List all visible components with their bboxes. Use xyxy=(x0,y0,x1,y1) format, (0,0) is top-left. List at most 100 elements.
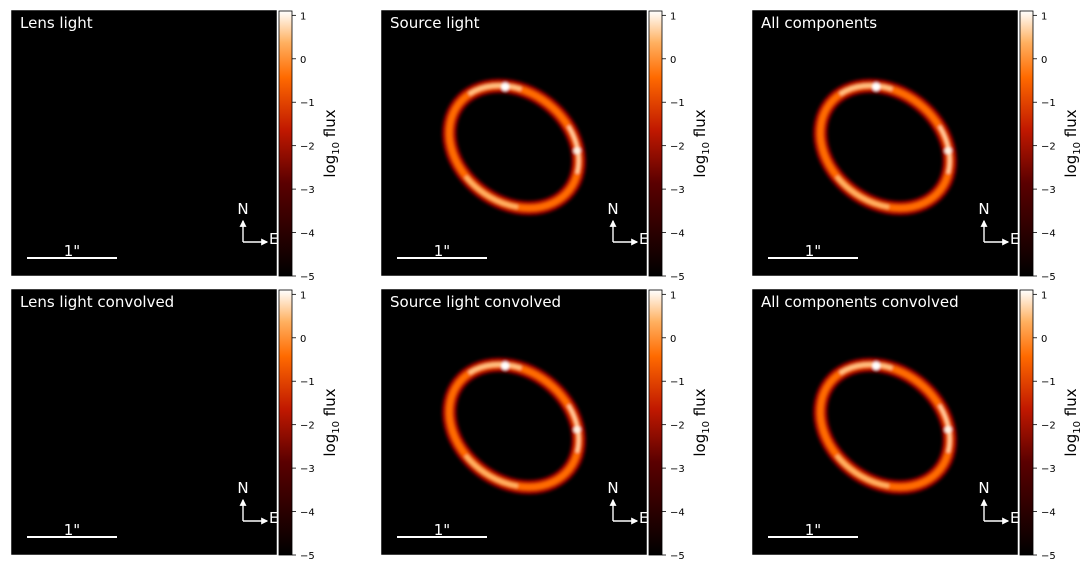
colorbar-label: log10 flux xyxy=(691,388,712,456)
panel: Source light 1" N E 1 0 −1 −2 −3 −4 −5 log10 flux xyxy=(380,9,712,283)
colorbar-tick-label: 0 xyxy=(300,334,306,345)
colorbar-tick-label: −2 xyxy=(670,421,685,432)
ring-arc-upper-left xyxy=(838,362,893,375)
north-label: N xyxy=(237,200,248,218)
colorbar xyxy=(1019,289,1034,556)
scale-bar-label: 1" xyxy=(64,521,80,539)
einstein-ring xyxy=(812,77,958,217)
colorbar-tick-label: −2 xyxy=(300,142,315,153)
panel: Lens light 1" N E 1 0 −1 −2 −3 −4 −5 log10 flux xyxy=(10,9,342,283)
panel-title: Source light xyxy=(390,14,480,32)
colorbar-tick-label: 1 xyxy=(670,290,676,301)
colorbar-tick-label: 0 xyxy=(670,55,676,66)
colorbar-tick-label: −2 xyxy=(1041,142,1056,153)
east-label: E xyxy=(639,509,648,527)
ring-arc-lower xyxy=(464,454,519,489)
colorbar-tick-label: −1 xyxy=(670,98,685,109)
image-area xyxy=(751,9,1019,277)
colorbar-tick-label: −4 xyxy=(1041,229,1056,240)
colorbar-tick-label: −5 xyxy=(670,551,685,562)
einstein-ring xyxy=(441,356,587,496)
ring-arc-lower xyxy=(835,175,890,210)
image-area xyxy=(10,9,278,277)
ring-knot-1 xyxy=(501,361,510,370)
scale-bar-label: 1" xyxy=(805,521,821,539)
colorbar-label: log10 flux xyxy=(1062,109,1083,177)
scale-bar-label: 1" xyxy=(434,521,450,539)
colorbar-tick-label: −2 xyxy=(300,421,315,432)
colorbar-tick-label: −3 xyxy=(670,185,685,196)
colorbar-tick-label: −1 xyxy=(1041,98,1056,109)
ring-knot-2 xyxy=(944,426,952,434)
colorbar-tick-label: −3 xyxy=(1041,185,1056,196)
colorbar-tick-label: −1 xyxy=(670,377,685,388)
panel-title: Source light convolved xyxy=(390,293,561,311)
colorbar-tick-label: −2 xyxy=(670,142,685,153)
ring-knot-1 xyxy=(872,361,881,370)
colorbar-tick-label: −4 xyxy=(1041,508,1056,519)
ring-arc-upper-left xyxy=(838,83,893,96)
colorbar-tick-label: −5 xyxy=(1041,272,1056,283)
colorbar-label: log10 flux xyxy=(321,109,342,177)
panel: Lens light convolved 1" N E 1 0 −1 −2 −3 −4 −5 log1… xyxy=(10,288,342,562)
colorbar-tick-label: −3 xyxy=(300,185,315,196)
colorbar-tick-label: −1 xyxy=(300,377,315,388)
scale-bar-label: 1" xyxy=(64,242,80,260)
image-area xyxy=(380,288,648,556)
colorbar-tick-label: 1 xyxy=(300,11,306,22)
ring-arc-upper-left xyxy=(467,83,522,96)
colorbar xyxy=(1019,10,1034,277)
scale-bar-label: 1" xyxy=(805,242,821,260)
panel-title: All components xyxy=(761,14,877,32)
east-label: E xyxy=(269,230,278,248)
image-area xyxy=(380,9,648,277)
colorbar-tick-label: 0 xyxy=(1041,334,1047,345)
colorbar-tick-label: −5 xyxy=(300,272,315,283)
panel: All components convolved 1" N E 1 0 −1 −2 −3 −4 −5… xyxy=(751,288,1083,562)
colorbar-tick-label: −1 xyxy=(300,98,315,109)
colorbar-tick-label: −5 xyxy=(1041,551,1056,562)
colorbar-tick-label: −4 xyxy=(300,508,315,519)
image-area xyxy=(10,288,278,556)
colorbar-label: log10 flux xyxy=(691,109,712,177)
colorbar xyxy=(278,10,293,277)
image-area xyxy=(751,288,1019,556)
colorbar-tick-label: −3 xyxy=(670,464,685,475)
colorbar-tick-label: −5 xyxy=(670,272,685,283)
north-label: N xyxy=(978,479,989,497)
north-label: N xyxy=(607,200,618,218)
panel-title: Lens light xyxy=(20,14,93,32)
einstein-ring xyxy=(441,77,587,217)
north-label: N xyxy=(978,200,989,218)
east-label: E xyxy=(1010,509,1019,527)
ring-knot-2 xyxy=(573,426,581,434)
colorbar-label: log10 flux xyxy=(321,388,342,456)
scale-bar-label: 1" xyxy=(434,242,450,260)
colorbar-tick-label: 1 xyxy=(1041,290,1047,301)
colorbar-tick-label: 0 xyxy=(1041,55,1047,66)
east-label: E xyxy=(269,509,278,527)
panel: All components 1" N E 1 0 −1 −2 −3 −4 −5 log10 flux xyxy=(751,9,1083,283)
colorbar xyxy=(278,289,293,556)
colorbar-tick-label: −2 xyxy=(1041,421,1056,432)
colorbar-tick-label: −4 xyxy=(300,229,315,240)
colorbar xyxy=(648,289,663,556)
east-label: E xyxy=(1010,230,1019,248)
colorbar-tick-label: −1 xyxy=(1041,377,1056,388)
ring-arc-upper-left xyxy=(467,362,522,375)
north-label: N xyxy=(237,479,248,497)
north-label: N xyxy=(607,479,618,497)
ring-knot-1 xyxy=(872,82,881,91)
colorbar-tick-label: −5 xyxy=(300,551,315,562)
colorbar-tick-label: 1 xyxy=(1041,11,1047,22)
ring-knot-2 xyxy=(573,147,581,155)
colorbar-label: log10 flux xyxy=(1062,388,1083,456)
ring-arc-lower xyxy=(835,454,890,489)
ring-arc-lower xyxy=(464,175,519,210)
colorbar-tick-label: 0 xyxy=(300,55,306,66)
colorbar-tick-label: −4 xyxy=(670,508,685,519)
colorbar-tick-label: −3 xyxy=(300,464,315,475)
colorbar-tick-label: 0 xyxy=(670,334,676,345)
colorbar-tick-label: −4 xyxy=(670,229,685,240)
